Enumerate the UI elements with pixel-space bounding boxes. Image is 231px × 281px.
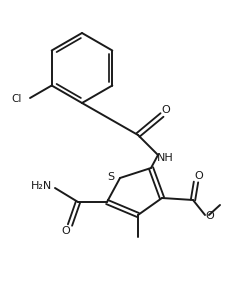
Text: O: O <box>195 171 203 181</box>
Text: NH: NH <box>157 153 173 163</box>
Text: O: O <box>62 226 70 236</box>
Text: O: O <box>162 105 170 115</box>
Text: S: S <box>107 172 115 182</box>
Text: Cl: Cl <box>12 94 22 104</box>
Text: O: O <box>206 211 214 221</box>
Text: H₂N: H₂N <box>30 181 52 191</box>
